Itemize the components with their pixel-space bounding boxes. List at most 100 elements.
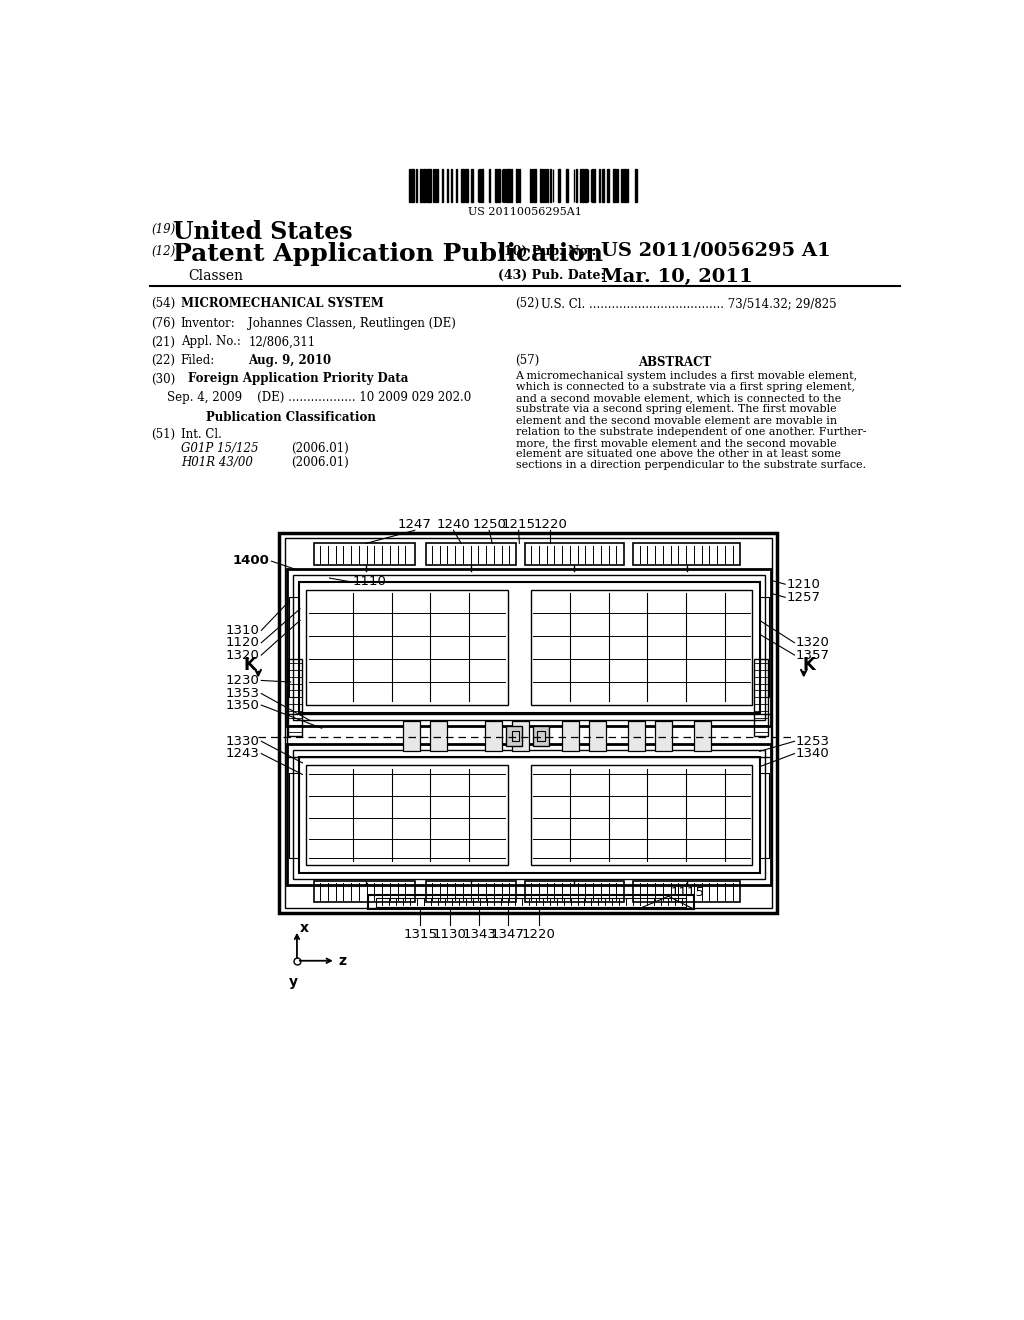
Text: (22): (22) xyxy=(152,354,175,367)
Bar xyxy=(289,659,302,737)
Text: (52): (52) xyxy=(515,297,540,310)
Bar xyxy=(403,721,420,751)
Bar xyxy=(511,169,512,202)
Text: 1320: 1320 xyxy=(226,648,260,661)
Bar xyxy=(755,659,768,737)
Bar xyxy=(760,774,769,858)
Bar xyxy=(432,169,434,202)
Text: 1257: 1257 xyxy=(786,591,821,603)
Text: Aug. 9, 2010: Aug. 9, 2010 xyxy=(248,354,331,367)
Text: 1230: 1230 xyxy=(226,675,260,686)
Bar xyxy=(484,721,502,751)
Bar xyxy=(613,169,616,202)
Text: y: y xyxy=(289,974,298,989)
Bar xyxy=(633,544,740,565)
Text: US 2011/0056295 A1: US 2011/0056295 A1 xyxy=(601,242,830,260)
Text: Foreign Application Priority Data: Foreign Application Priority Data xyxy=(188,372,409,385)
Text: 1220: 1220 xyxy=(534,519,567,532)
Bar xyxy=(531,169,534,202)
Bar xyxy=(628,721,645,751)
Text: substrate via a second spring element. The first movable: substrate via a second spring element. T… xyxy=(515,404,837,414)
Text: G01P 15/125: G01P 15/125 xyxy=(180,442,258,455)
Bar xyxy=(314,880,415,903)
Bar xyxy=(512,721,528,751)
Text: 1347: 1347 xyxy=(490,928,524,941)
Bar xyxy=(538,731,545,741)
Text: which is connected to a substrate via a first spring element,: which is connected to a substrate via a … xyxy=(515,381,854,392)
Bar xyxy=(531,766,752,866)
Text: element and the second movable element are movable in: element and the second movable element a… xyxy=(515,416,837,425)
Text: 1343: 1343 xyxy=(462,928,496,941)
Bar xyxy=(429,169,431,202)
Bar xyxy=(461,169,464,202)
Bar xyxy=(314,544,415,565)
Bar xyxy=(531,590,752,705)
Text: (10) Pub. No.:: (10) Pub. No.: xyxy=(499,244,597,257)
Text: 1220: 1220 xyxy=(522,928,556,941)
Bar xyxy=(594,169,595,202)
Text: 1340: 1340 xyxy=(796,747,829,760)
Text: K: K xyxy=(244,656,257,675)
Bar xyxy=(558,169,560,202)
Bar xyxy=(624,169,626,202)
Text: (54): (54) xyxy=(152,297,175,310)
Bar xyxy=(471,169,473,202)
Text: A micromechanical system includes a first movable element,: A micromechanical system includes a firs… xyxy=(515,371,858,381)
Bar xyxy=(376,898,686,907)
Text: H01R 43/00: H01R 43/00 xyxy=(180,455,253,469)
Text: Publication Classification: Publication Classification xyxy=(206,411,376,424)
Bar xyxy=(420,169,422,202)
Bar xyxy=(369,895,693,909)
Bar xyxy=(505,169,506,202)
Bar xyxy=(465,169,467,202)
Bar xyxy=(516,169,518,202)
Text: 1243: 1243 xyxy=(226,747,260,760)
Text: U.S. Cl. .................................... 73/514.32; 29/825: U.S. Cl. ...............................… xyxy=(541,297,837,310)
Text: (19): (19) xyxy=(152,223,175,236)
Bar xyxy=(543,169,544,202)
Text: sections in a direction perpendicular to the substrate surface.: sections in a direction perpendicular to… xyxy=(515,461,865,470)
Bar xyxy=(524,544,624,565)
Text: relation to the substrate independent of one another. Further-: relation to the substrate independent of… xyxy=(515,426,866,437)
Bar xyxy=(506,726,521,746)
Text: Inventor:: Inventor: xyxy=(180,317,236,330)
Bar xyxy=(427,169,429,202)
Bar xyxy=(524,880,624,903)
Bar xyxy=(633,880,740,903)
Text: US 20110056295A1: US 20110056295A1 xyxy=(468,207,582,216)
Bar xyxy=(562,721,579,751)
Text: (51): (51) xyxy=(152,428,175,441)
Bar xyxy=(621,169,623,202)
Text: Mar. 10, 2011: Mar. 10, 2011 xyxy=(601,268,753,285)
Bar xyxy=(426,880,515,903)
Bar xyxy=(423,169,426,202)
Text: (12): (12) xyxy=(152,244,175,257)
Text: 1240: 1240 xyxy=(436,519,470,532)
Text: 1110: 1110 xyxy=(352,576,387,589)
Text: 1120: 1120 xyxy=(226,636,260,649)
Text: 12/806,311: 12/806,311 xyxy=(248,335,315,348)
Text: Sep. 4, 2009    (DE) .................. 10 2009 029 202.0: Sep. 4, 2009 (DE) .................. 10 … xyxy=(167,391,471,404)
Text: 1247: 1247 xyxy=(397,519,432,532)
Text: z: z xyxy=(339,954,347,968)
Text: Patent Application Publication: Patent Application Publication xyxy=(173,242,603,265)
Text: 1310: 1310 xyxy=(226,624,260,638)
Bar xyxy=(607,169,608,202)
Text: Int. Cl.: Int. Cl. xyxy=(180,428,221,441)
Bar xyxy=(442,169,443,202)
Text: 1315: 1315 xyxy=(403,928,437,941)
Text: 1330: 1330 xyxy=(226,735,260,748)
Bar xyxy=(293,750,765,879)
Text: 1130: 1130 xyxy=(433,928,467,941)
Text: MICROMECHANICAL SYSTEM: MICROMECHANICAL SYSTEM xyxy=(180,297,383,310)
Bar xyxy=(299,758,760,873)
Text: (21): (21) xyxy=(152,335,175,348)
Bar xyxy=(547,169,548,202)
Bar xyxy=(287,743,771,886)
Text: K: K xyxy=(802,656,815,675)
Bar xyxy=(289,597,299,697)
Text: United States: United States xyxy=(173,220,352,244)
Text: 1357: 1357 xyxy=(796,648,830,661)
Text: 1400: 1400 xyxy=(232,554,270,566)
Bar xyxy=(550,169,551,202)
